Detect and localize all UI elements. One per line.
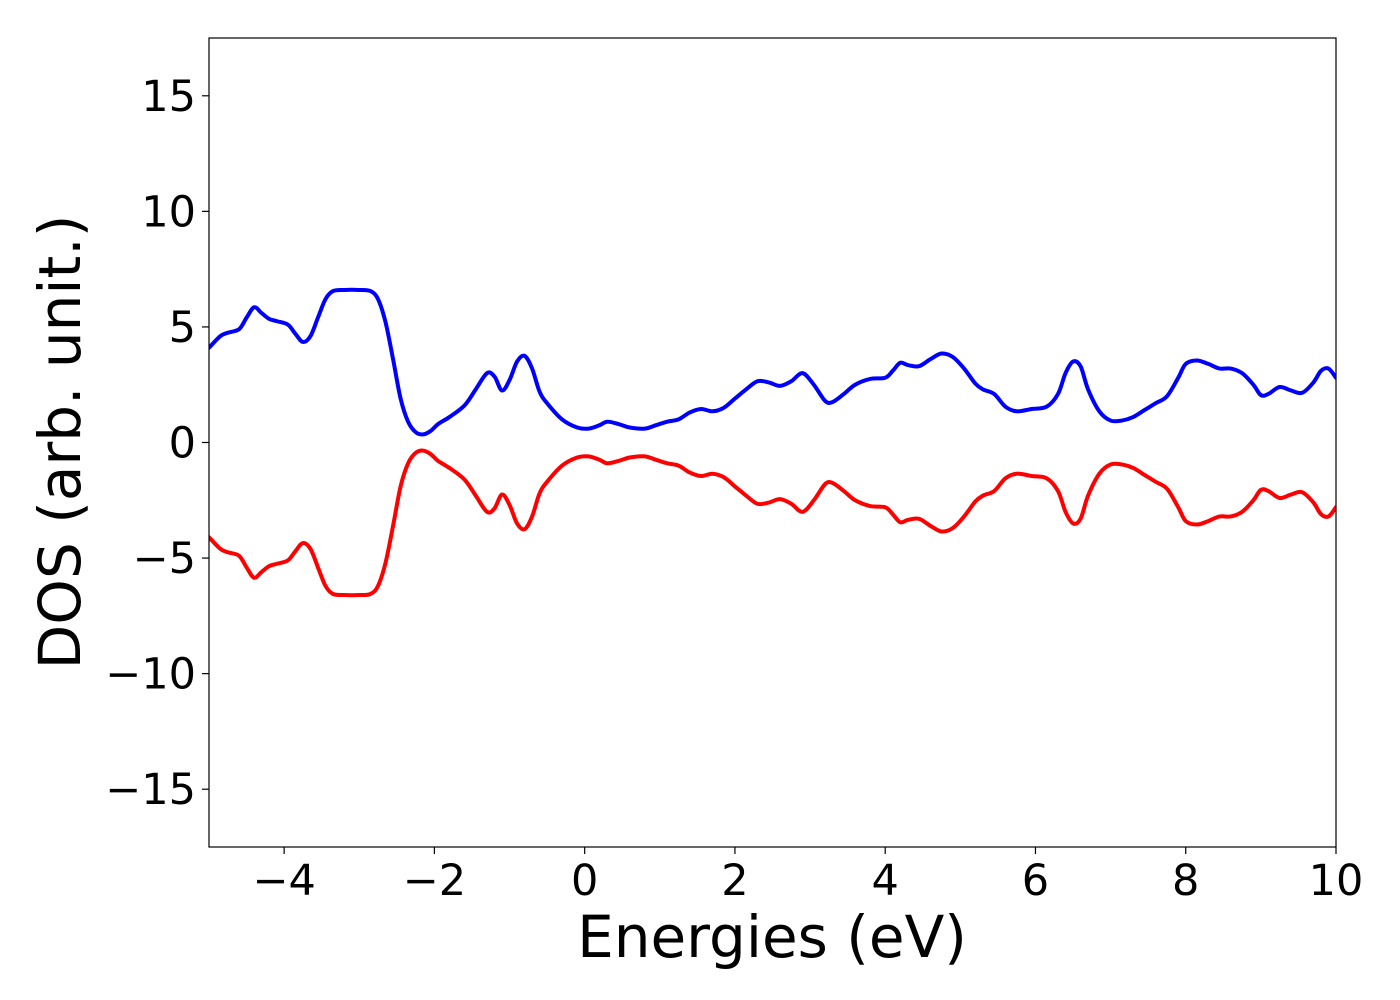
series-layer (209, 287, 1336, 598)
x-tick-label: −4 (252, 856, 315, 906)
x-tick-label: 8 (1172, 856, 1199, 906)
y-axis-label: DOS (arb. unit.) (26, 215, 94, 670)
y-tick-label: −5 (133, 534, 196, 584)
x-tick-label: 10 (1309, 856, 1364, 906)
x-tick-label: −2 (403, 856, 466, 906)
y-tick-label: 10 (141, 187, 196, 237)
series-line-2 (209, 448, 1336, 598)
y-tick-label: −15 (105, 765, 196, 815)
x-axis-label: Energies (eV) (577, 903, 967, 971)
x-tick-label: 0 (571, 856, 598, 906)
y-axis-ticks: 15 10 5 0 −5 −10 −15 (105, 72, 209, 815)
y-tick-label: 15 (141, 72, 196, 122)
y-tick-label: 0 (169, 419, 196, 469)
x-tick-label: 4 (872, 856, 899, 906)
y-tick-label: −10 (105, 650, 196, 700)
x-tick-label: 2 (721, 856, 748, 906)
series-line-1 (209, 287, 1336, 437)
plot-frame (208, 37, 1337, 848)
x-tick-label: 6 (1022, 856, 1049, 906)
y-tick-label: 5 (169, 303, 196, 353)
x-axis-ticks: −4 −2 0 2 4 6 8 10 (252, 847, 1363, 906)
